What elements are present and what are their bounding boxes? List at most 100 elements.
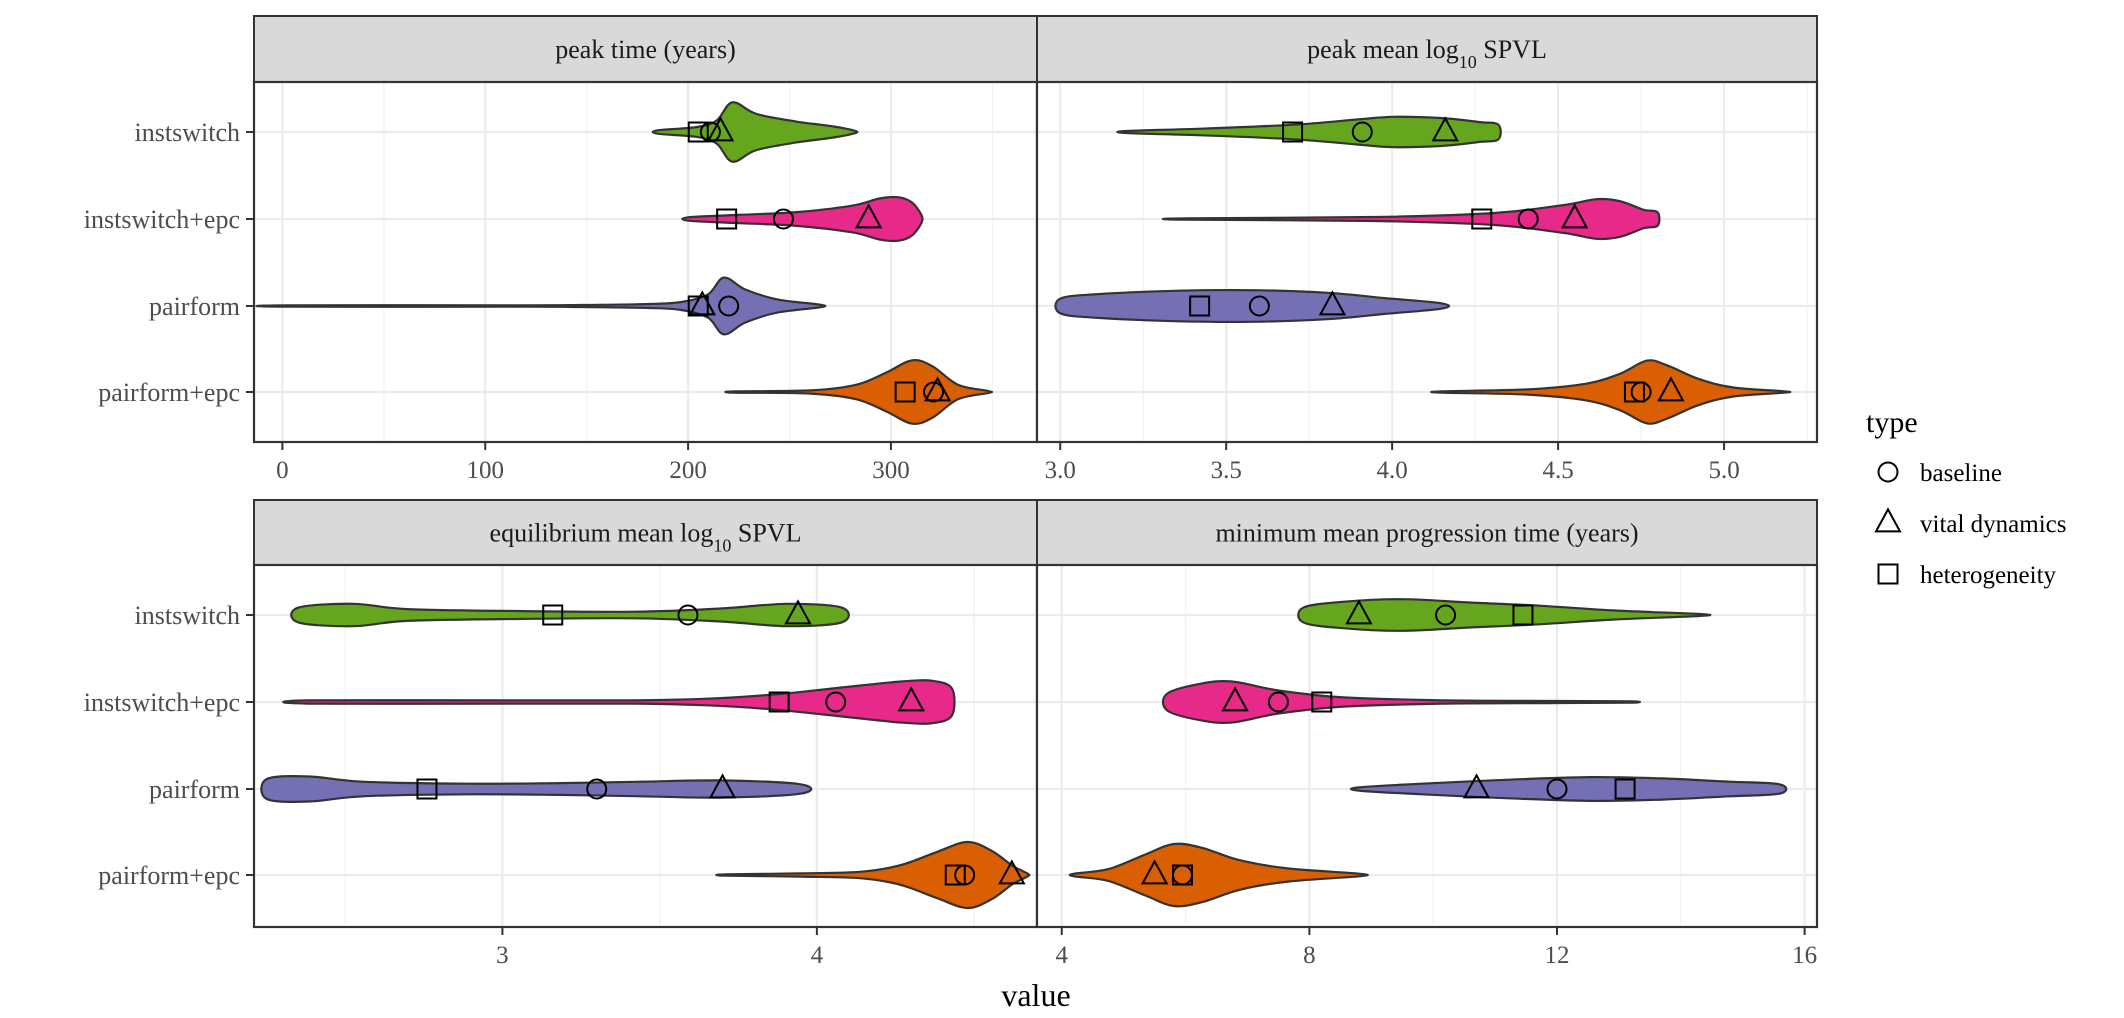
point-pairform-plus-epc-vital-dynamics [1140, 859, 1169, 885]
violin-instswitch-plus-epc [282, 679, 956, 725]
panel-2: peak mean log10 SPVL 3.0 3.5 4.0 4.5 5.0 [1035, 15, 1819, 484]
point-instswitch-heterogeneity [1512, 604, 1534, 626]
x-tick-label: 12 [1545, 942, 1570, 969]
violin-pairform [255, 276, 827, 336]
point-instswitch-heterogeneity [1282, 121, 1304, 143]
x-tick-label: 4 [1056, 942, 1069, 969]
x-axis-title: value [1001, 977, 1070, 1013]
point-instswitch-plus-epc-heterogeneity [1471, 208, 1493, 230]
violin-instswitch-plus-epc [1161, 680, 1642, 724]
panel-title: equilibrium mean log10 SPVL [490, 519, 802, 556]
point-pairform-plus-epc-vital-dynamics [923, 376, 952, 402]
point-instswitch-plus-epc-baseline [1517, 208, 1539, 230]
legend-key-baseline [1877, 461, 1899, 483]
violin-pairform-plus-epc [1430, 359, 1792, 425]
point-pairform-baseline [586, 778, 608, 800]
panel-title: minimum mean progression time (years) [1215, 519, 1638, 548]
panel-strip [253, 15, 1038, 83]
point-instswitch-plus-epc-vital-dynamics [1561, 203, 1589, 229]
point-instswitch-vital-dynamics [784, 599, 812, 625]
point-pairform-plus-epc-heterogeneity [944, 864, 966, 886]
violin-pairform [1349, 775, 1788, 803]
point-instswitch-plus-epc-vital-dynamics [854, 203, 883, 229]
legend-label: vital dynamics [1920, 511, 2067, 538]
panel-title: peak time (years) [555, 35, 735, 64]
point-instswitch-baseline [1435, 604, 1457, 626]
violin-pairform-plus-epc [1068, 842, 1369, 908]
point-instswitch-baseline [1351, 121, 1373, 143]
point-instswitch-plus-epc-baseline [825, 691, 847, 713]
x-tick-label: 4.0 [1377, 457, 1408, 484]
x-tick-label: 100 [466, 457, 504, 484]
point-pairform-plus-epc-vital-dynamics [998, 859, 1026, 885]
y-tick-label: instswitch+epc [84, 205, 240, 234]
point-pairform-baseline [1546, 778, 1568, 800]
y-tick-label: instswitch [135, 601, 240, 630]
panel-4: minimum mean progression time (years) 4 8 1… [1035, 499, 1819, 969]
point-instswitch-plus-epc-heterogeneity [716, 208, 738, 230]
panel-border [1035, 80, 1819, 444]
x-tick-label: 16 [1792, 942, 1817, 969]
panel-strip [1036, 15, 1818, 83]
point-instswitch-baseline [677, 604, 699, 626]
x-tick-label: 300 [872, 457, 910, 484]
point-pairform-plus-epc-vital-dynamics [1657, 376, 1685, 402]
x-tick-label: 3.0 [1045, 457, 1076, 484]
violin-instswitch [290, 602, 850, 628]
point-pairform-baseline [718, 295, 740, 317]
panel-title: peak mean log10 SPVL [1307, 35, 1547, 72]
legend-label: baseline [1920, 460, 2002, 487]
point-instswitch-vital-dynamics [706, 116, 735, 142]
x-tick-label: 3.5 [1211, 457, 1242, 484]
panel-1: peak time (years) 0 100 200 300 instswitch ins… [84, 15, 1039, 484]
y-tick-label: pairform [149, 292, 240, 321]
point-pairform-plus-epc-baseline [923, 381, 945, 403]
legend-title: type [1866, 406, 1918, 439]
x-tick-label: 8 [1303, 942, 1316, 969]
x-tick-label: 3 [496, 942, 509, 969]
panel-border [1035, 563, 1819, 929]
legend-key-vital-dynamics [1874, 507, 1902, 533]
x-tick-label: 4.5 [1542, 457, 1573, 484]
point-instswitch-plus-epc-vital-dynamics [1221, 686, 1249, 712]
y-tick-label: instswitch+epc [84, 688, 240, 717]
point-instswitch-plus-epc-heterogeneity [1311, 691, 1333, 713]
point-pairform-plus-epc-heterogeneity [894, 381, 916, 403]
point-instswitch-plus-epc-baseline [1267, 691, 1289, 713]
point-pairform-plus-epc-heterogeneity [1171, 864, 1193, 886]
point-pairform-plus-epc-heterogeneity [1623, 381, 1645, 403]
x-tick-label: 0 [276, 457, 289, 484]
point-instswitch-baseline [699, 121, 721, 143]
legend-key-heterogeneity [1877, 563, 1899, 585]
panel-3: equilibrium mean log10 SPVL 3 4 instswitch i… [84, 499, 1039, 969]
y-tick-label: pairform+epc [98, 861, 240, 890]
point-instswitch-plus-epc-heterogeneity [768, 691, 790, 713]
y-tick-label: instswitch [135, 118, 240, 147]
point-instswitch-vital-dynamics [1431, 116, 1459, 142]
point-instswitch-heterogeneity [542, 604, 564, 626]
violin-instswitch [1297, 598, 1712, 632]
violin-pairform [1054, 288, 1451, 324]
point-instswitch-heterogeneity [687, 121, 709, 143]
point-pairform-vital-dynamics [1318, 290, 1347, 316]
point-pairform-heterogeneity [416, 778, 438, 800]
y-tick-label: pairform [149, 775, 240, 804]
point-pairform-heterogeneity [1189, 295, 1211, 317]
x-tick-label: 200 [669, 457, 707, 484]
point-pairform-baseline [1248, 295, 1270, 317]
violin-pairform-plus-epc [724, 359, 994, 425]
panel-strip [253, 499, 1038, 566]
facet-panels: peak time (years) 0 100 200 300 instswitch ins… [84, 15, 1819, 969]
point-instswitch-vital-dynamics [1345, 599, 1373, 625]
violin-pairform-plus-epc [715, 840, 1031, 910]
violin-instswitch [1116, 115, 1502, 149]
point-pairform-vital-dynamics [1462, 773, 1491, 799]
x-tick-label: 4 [811, 942, 824, 969]
point-instswitch-plus-epc-vital-dynamics [897, 686, 925, 712]
violin-pairform [260, 775, 813, 803]
point-pairform-heterogeneity [687, 295, 709, 317]
y-tick-label: pairform+epc [98, 378, 240, 407]
legend: type baseline vital dynamics heterogeneity [1866, 406, 2067, 589]
point-pairform-heterogeneity [1614, 778, 1636, 800]
